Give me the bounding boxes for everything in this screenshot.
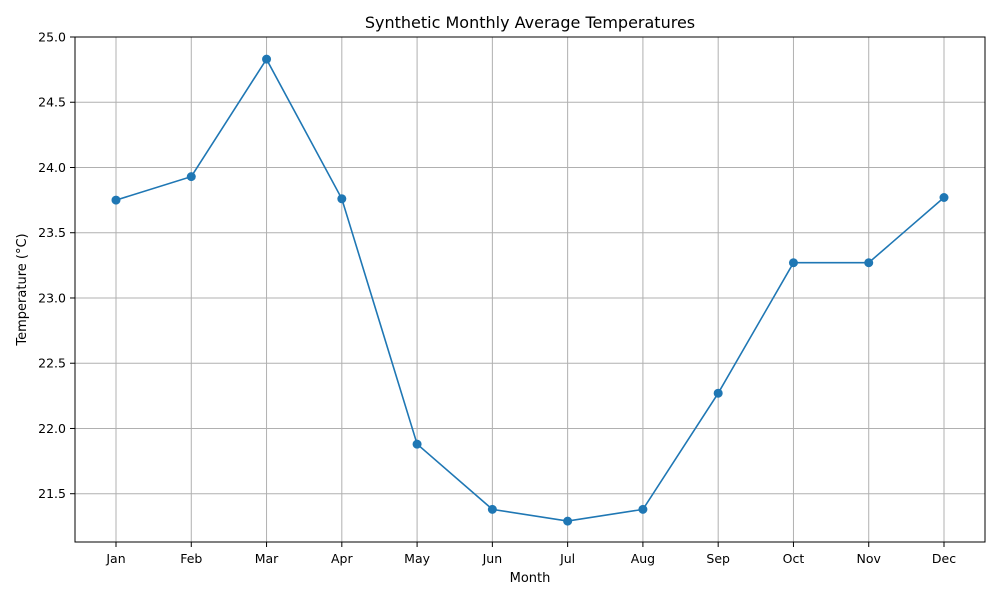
x-axis-label: Month	[510, 571, 551, 586]
x-tick-label: Sep	[706, 551, 730, 566]
x-tick-label: Jul	[559, 551, 575, 566]
x-tick-label: Aug	[631, 551, 655, 566]
x-tick-label: Jun	[482, 551, 503, 566]
plot-frame	[74, 36, 986, 543]
y-tick-label: 24.5	[38, 95, 66, 110]
temperature-series-line	[115, 57, 945, 522]
x-tick-label: Dec	[932, 551, 956, 566]
data-point-may	[412, 439, 422, 449]
y-tick-label: 23.5	[38, 225, 66, 240]
y-tick-label: 21.5	[38, 486, 66, 501]
y-axis-ticks: 21.5 22.0 22.5 23.0 23.5 24.0 24.5 25.0	[38, 30, 75, 501]
data-point-feb	[186, 172, 196, 182]
series-layer	[111, 54, 949, 526]
data-point-dec	[939, 193, 949, 203]
data-point-jan	[111, 195, 121, 205]
data-point-jun	[487, 504, 497, 514]
y-tick-label: 23.0	[38, 290, 66, 305]
x-tick-label: Jan	[105, 551, 125, 566]
x-axis-ticks: Jan Feb Mar Apr May Jun Jul Aug Sep Oct Nov Dec	[105, 542, 956, 566]
x-tick-label: Apr	[331, 551, 353, 566]
y-tick-label: 25.0	[38, 30, 66, 45]
y-tick-label: 24.0	[38, 160, 66, 175]
data-point-jul	[563, 516, 573, 526]
y-axis-label: Temperature (°C)	[15, 233, 30, 346]
data-point-apr	[337, 194, 347, 204]
y-tick-label: 22.5	[38, 356, 66, 371]
x-tick-label: Nov	[857, 551, 882, 566]
x-tick-label: May	[404, 551, 430, 566]
data-point-aug	[638, 504, 648, 514]
data-point-mar	[262, 54, 272, 64]
x-tick-label: Feb	[180, 551, 202, 566]
data-point-nov	[864, 258, 874, 268]
y-tick-label: 22.0	[38, 421, 66, 436]
x-tick-label: Mar	[255, 551, 279, 566]
chart-title: Synthetic Monthly Average Temperatures	[365, 13, 695, 32]
data-point-sep	[713, 388, 723, 398]
data-point-oct	[788, 258, 798, 268]
grid-lines	[75, 36, 985, 542]
x-tick-label: Oct	[783, 551, 805, 566]
